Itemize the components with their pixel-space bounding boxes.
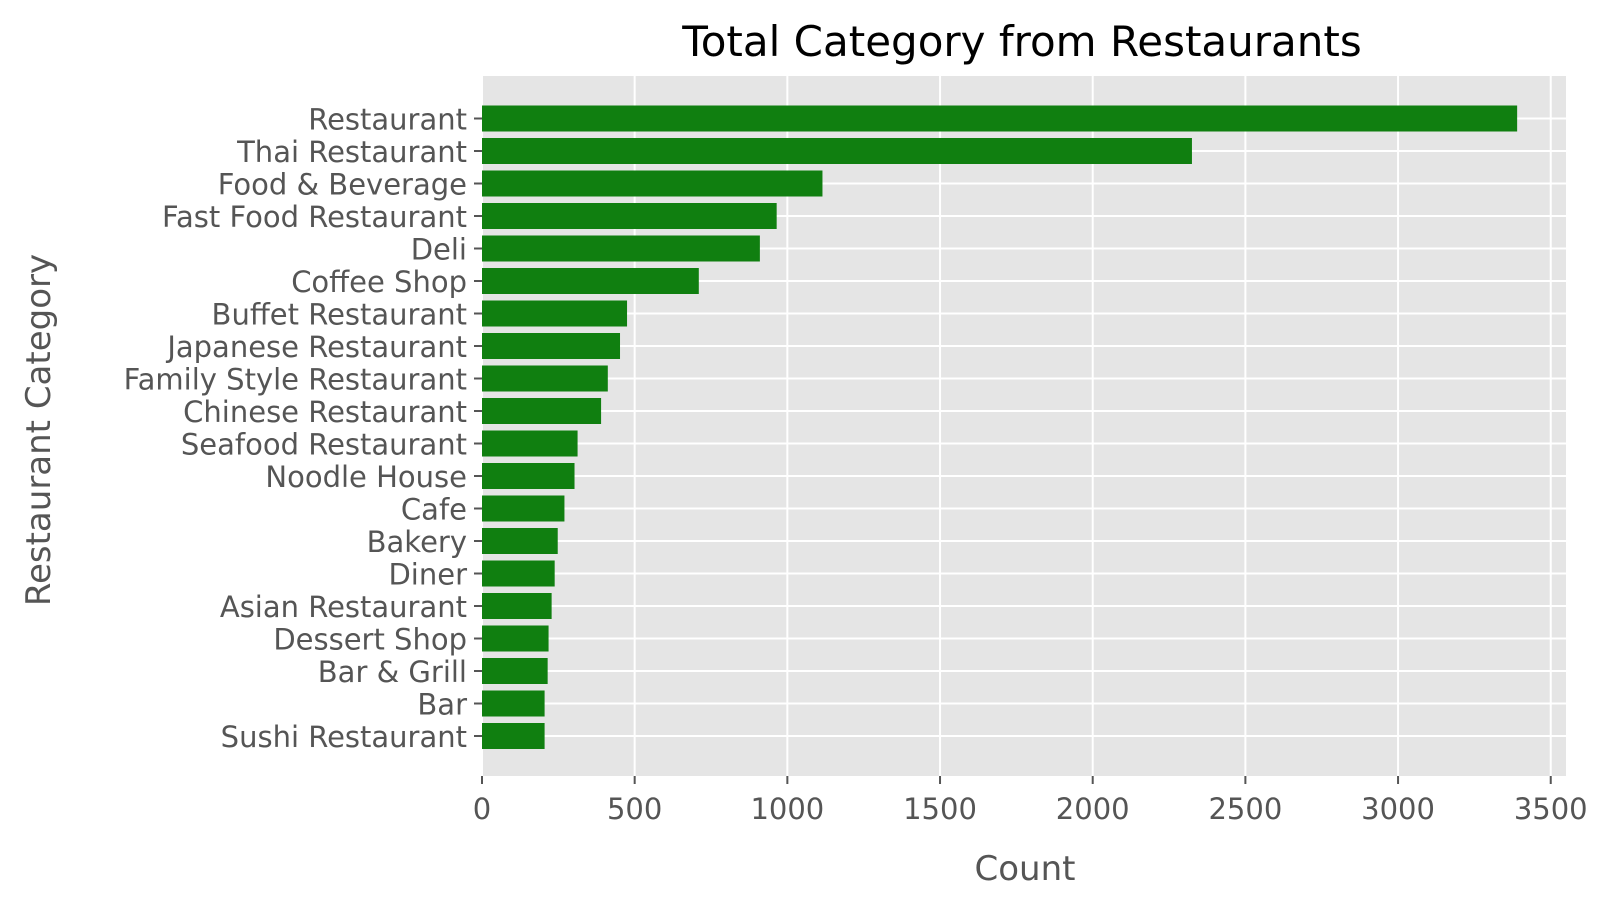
bar (482, 593, 552, 619)
x-tick-label: 3000 (1361, 792, 1435, 826)
bar (482, 300, 628, 327)
bar (482, 398, 602, 424)
x-tick-label: 500 (607, 792, 662, 826)
bar (482, 268, 699, 294)
bar (482, 560, 555, 587)
y-tick-label: Chinese Restaurant (183, 395, 467, 429)
y-tick-label: Buffet Restaurant (212, 298, 467, 332)
y-axis-label: Restaurant Category (19, 254, 59, 606)
bar (482, 170, 823, 197)
y-tick-label: Japanese Restaurant (165, 330, 467, 364)
bar (482, 138, 1192, 164)
x-axis-label: Count (975, 849, 1076, 889)
bar (482, 105, 1518, 132)
y-tick-label: Asian Restaurant (220, 590, 467, 624)
x-tick-label: 2500 (1208, 792, 1282, 826)
chart-title: Total Category from Restaurants (681, 17, 1362, 66)
bar (482, 495, 565, 522)
bar (482, 235, 760, 262)
y-tick-label: Seafood Restaurant (181, 428, 467, 462)
bar (482, 625, 549, 652)
x-tick-label: 2000 (1056, 792, 1130, 826)
y-tick-label: Coffee Shop (291, 265, 467, 299)
y-tick-label: Bar & Grill (318, 655, 467, 689)
bar (482, 203, 777, 229)
x-axis-ticks: 0 500 1000 1500 2000 2500 3000 3500 (473, 776, 1588, 826)
bar (482, 528, 558, 554)
bar (482, 430, 578, 457)
bar (482, 463, 575, 489)
y-tick-label: Sushi Restaurant (221, 720, 467, 754)
y-tick-label: Bar (417, 688, 467, 722)
y-tick-label: Deli (411, 233, 467, 267)
bar (482, 658, 548, 684)
y-tick-label: Thai Restaurant (236, 135, 467, 169)
bar (482, 690, 545, 717)
y-tick-label: Dessert Shop (273, 623, 467, 657)
bar (482, 723, 545, 749)
x-tick-label: 3500 (1514, 792, 1588, 826)
y-tick-label: Restaurant (308, 103, 467, 137)
y-tick-label: Food & Beverage (218, 168, 467, 202)
x-tick-label: 1500 (903, 792, 977, 826)
bars (482, 105, 1518, 749)
y-tick-label: Diner (388, 558, 467, 592)
y-tick-label: Bakery (367, 525, 467, 559)
y-tick-label: Noodle House (265, 460, 467, 494)
y-tick-label: Fast Food Restaurant (162, 200, 467, 234)
bar (482, 365, 608, 392)
x-tick-label: 1000 (750, 792, 824, 826)
bar (482, 333, 621, 359)
y-tick-label: Family Style Restaurant (124, 363, 467, 397)
x-tick-label: 0 (473, 792, 491, 826)
y-tick-label: Cafe (401, 493, 467, 527)
